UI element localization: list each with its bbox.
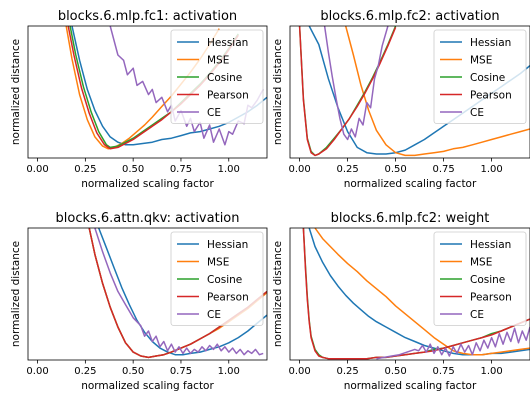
x-tick-label: 0.00	[288, 366, 310, 377]
y-axis-label: normalized distance	[10, 241, 22, 347]
legend-label-cosine: Cosine	[470, 72, 505, 84]
x-tick-label: 1.00	[218, 164, 240, 175]
axes-frame	[27, 25, 268, 159]
series-line-pearson	[298, 26, 397, 157]
panel-title: blocks.6.mlp.fc1: activation	[58, 9, 237, 24]
x-tick-label: 0.25	[336, 164, 358, 175]
y-axis-label: normalized distance	[272, 39, 284, 145]
legend-box	[433, 29, 527, 124]
x-tick-label: 0.00	[26, 164, 48, 175]
legend-label-mse: MSE	[207, 257, 229, 269]
series-line-mse	[314, 228, 530, 356]
panel-fc2-weight: 0.00 0.25 0.50 0.75 1.00 blocks.6.mlp.fc2: we…	[272, 211, 530, 392]
panel-title: blocks.6.mlp.fc2: activation	[320, 9, 499, 24]
series-line-mse	[344, 26, 530, 157]
axes-frame	[289, 227, 530, 361]
x-axis-label: normalized scaling factor	[344, 178, 477, 190]
legend-label-ce: CE	[470, 107, 484, 119]
x-axis-label: normalized scaling factor	[81, 178, 214, 190]
legend-label-hessian: Hessian	[207, 37, 248, 49]
x-tick-label: 0.75	[170, 366, 192, 377]
x-tick-label: 0.00	[288, 164, 310, 175]
x-tick-label: 0.50	[122, 164, 144, 175]
legend-label-cosine: Cosine	[207, 274, 242, 286]
x-tick-label: 0.25	[336, 366, 358, 377]
legend-box	[170, 231, 264, 326]
legend-label-pearson: Pearson	[470, 90, 512, 102]
x-tick-label: 0.25	[74, 366, 96, 377]
legend-label-cosine: Cosine	[207, 72, 242, 84]
legend-label-mse: MSE	[207, 55, 229, 67]
series-line-cosine	[298, 26, 397, 157]
legend-label-hessian: Hessian	[470, 239, 511, 251]
axes-frame	[289, 25, 530, 159]
series-line-hessian	[98, 228, 267, 356]
x-tick-label: 0.25	[74, 164, 96, 175]
panel-title: blocks.6.attn.qkv: activation	[56, 211, 240, 226]
legend-label-pearson: Pearson	[470, 292, 512, 304]
legend-box	[433, 231, 527, 326]
x-axis-label: normalized scaling factor	[344, 380, 477, 392]
legend-label-mse: MSE	[470, 257, 492, 269]
legend-label-ce: CE	[207, 107, 221, 119]
legend: Hessian MSE Cosine Pearson CE	[433, 29, 527, 124]
legend: Hessian MSE Cosine Pearson CE	[170, 231, 264, 326]
x-axis-label: normalized scaling factor	[81, 380, 214, 392]
series-line-ce	[376, 326, 530, 360]
x-tick-label: 1.00	[480, 164, 502, 175]
x-tick-label: 0.75	[170, 164, 192, 175]
x-tick-label: 0.75	[432, 366, 454, 377]
series-line-ce	[323, 26, 389, 141]
series-line-ce	[94, 228, 264, 356]
x-tick-label: 0.75	[432, 164, 454, 175]
x-tick-label: 1.00	[480, 366, 502, 377]
y-axis-label: normalized distance	[272, 241, 284, 347]
legend-label-cosine: Cosine	[470, 274, 505, 286]
legend-label-pearson: Pearson	[207, 292, 249, 304]
panel-fc2-activation: 0.00 0.25 0.50 0.75 1.00 blocks.6.mlp.fc2: ac…	[272, 9, 530, 190]
legend: Hessian MSE Cosine Pearson CE	[433, 231, 527, 326]
x-tick-label: 0.50	[384, 164, 406, 175]
legend-label-hessian: Hessian	[470, 37, 511, 49]
legend-label-hessian: Hessian	[207, 239, 248, 251]
legend-label-ce: CE	[470, 309, 484, 321]
legend-box	[170, 29, 264, 124]
panel-title: blocks.6.mlp.fc2: weight	[331, 211, 490, 226]
panel-fc1-activation: 0.00 0.25 0.50 0.75 1.00 blocks.6.mlp.fc1: ac…	[10, 9, 268, 190]
legend-label-mse: MSE	[470, 55, 492, 67]
x-tick-label: 0.00	[26, 366, 48, 377]
axes-frame	[27, 227, 268, 361]
legend: Hessian MSE Cosine Pearson CE	[170, 29, 264, 124]
legend-label-pearson: Pearson	[207, 90, 249, 102]
y-axis-label: normalized distance	[10, 39, 22, 145]
x-tick-label: 0.50	[122, 366, 144, 377]
x-tick-label: 0.50	[384, 366, 406, 377]
legend-label-ce: CE	[207, 309, 221, 321]
x-tick-label: 1.00	[218, 366, 240, 377]
panel-qkv-activation: 0.00 0.25 0.50 0.75 1.00 blocks.6.attn.qkv: a…	[10, 211, 268, 392]
